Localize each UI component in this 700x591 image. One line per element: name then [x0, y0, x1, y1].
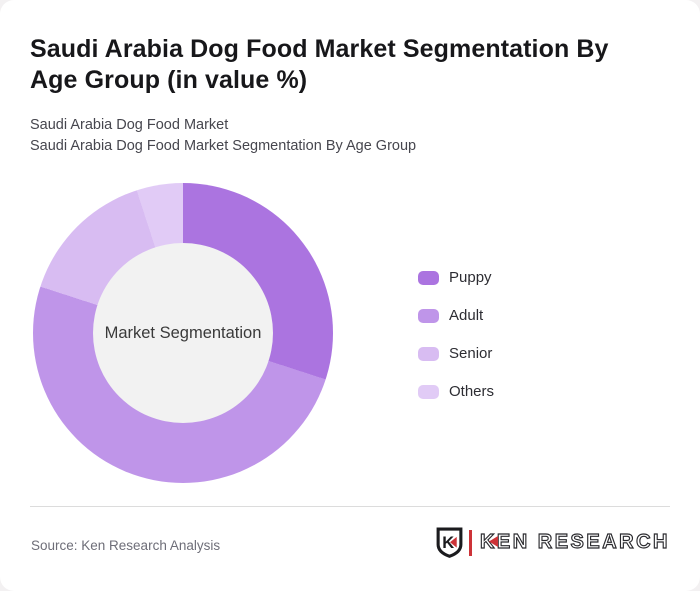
donut-hole: Market Segmentation — [93, 243, 273, 423]
subtitle-line-2: Saudi Arabia Dog Food Market Segmentatio… — [30, 138, 417, 154]
footer-divider — [30, 506, 670, 507]
brand-k: K — [479, 530, 497, 553]
legend-label: Senior — [449, 345, 493, 362]
brand-rest: EN RESEARCH — [496, 530, 670, 553]
svg-text:K: K — [442, 533, 454, 552]
donut-chart: Market Segmentation — [33, 183, 333, 483]
legend-swatch — [418, 308, 439, 323]
chart-title: Saudi Arabia Dog Food Market Segmentatio… — [30, 35, 609, 94]
shield-k-icon: K — [436, 527, 463, 558]
legend-swatch — [418, 346, 439, 361]
legend-item-others: Others — [418, 379, 494, 404]
legend-item-adult: Adult — [418, 303, 494, 328]
brand-k-triangle-icon — [488, 536, 498, 547]
legend-swatch — [418, 270, 439, 285]
donut-center-label: Market Segmentation — [104, 323, 262, 342]
logo-divider-bar — [468, 529, 472, 556]
legend-item-puppy: Puppy — [418, 265, 494, 290]
chart-subtitle: Saudi Arabia Dog Food Market Saudi Arabi… — [30, 115, 670, 157]
legend-label: Puppy — [449, 269, 492, 286]
legend-label: Others — [449, 383, 495, 400]
chart-legend: Puppy Adult Senior Others — [418, 265, 494, 417]
brand-wordmark: K EN RESEARCH — [479, 530, 670, 554]
header: Saudi Arabia Dog Food Market Segmentatio… — [0, 0, 700, 157]
subtitle-line-1: Saudi Arabia Dog Food Market — [30, 117, 229, 133]
legend-swatch — [418, 384, 439, 399]
legend-label: Adult — [449, 307, 484, 324]
ken-research-logo: K K EN RESEARCH — [436, 527, 670, 558]
source-note: Source: Ken Research Analysis — [31, 538, 221, 553]
legend-item-senior: Senior — [418, 341, 494, 366]
